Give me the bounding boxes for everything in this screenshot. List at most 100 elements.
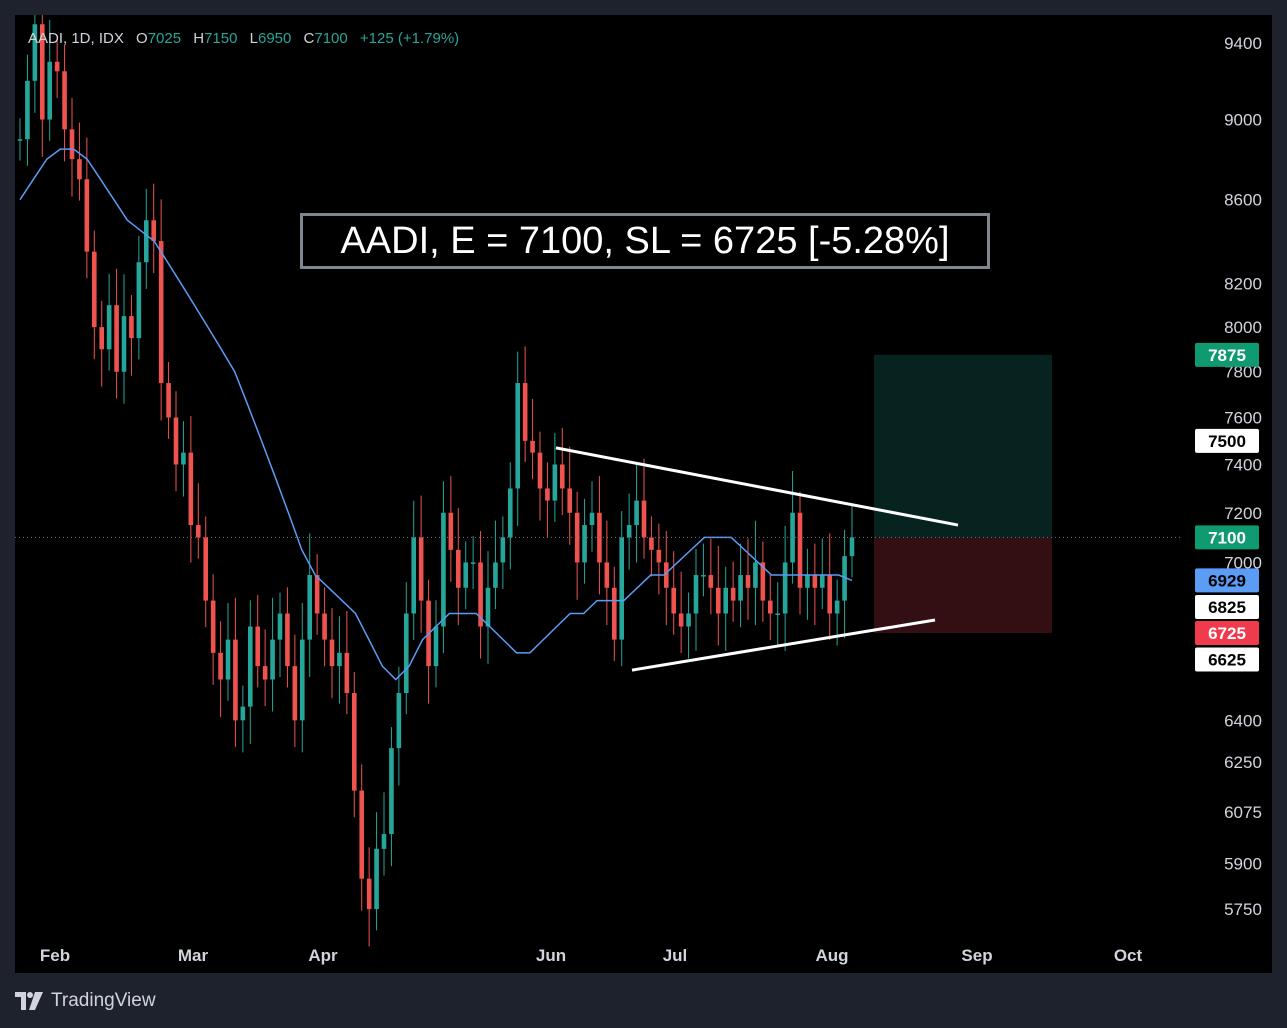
y-tick-label: 7800 [1224, 363, 1262, 382]
candle-body [54, 61, 60, 72]
candle-body [701, 575, 706, 577]
y-tick-label: 7000 [1224, 553, 1262, 572]
candle-body [389, 748, 394, 835]
candle-body [656, 549, 662, 563]
candle-body [106, 305, 112, 350]
legend-close-value: 7100 [314, 30, 348, 47]
candle-body [745, 575, 751, 588]
candle-body [158, 241, 164, 384]
candle-body [433, 626, 439, 667]
price-label-text: 7875 [1208, 346, 1246, 365]
y-tick-label: 6250 [1224, 753, 1262, 772]
candle-body [218, 652, 223, 680]
candle-body [359, 790, 365, 879]
upper-trendline [555, 446, 959, 527]
price-label-text: 7500 [1208, 432, 1246, 451]
footer-brand[interactable]: TradingView [51, 990, 156, 1011]
candle-body [775, 613, 781, 616]
price-label-tag [1195, 568, 1259, 593]
y-tick-label: 7600 [1224, 408, 1262, 427]
y-tick-label: 9400 [1224, 34, 1262, 53]
candle-body [663, 562, 669, 588]
legend-change: +125 (+1.79%) [359, 30, 460, 47]
candle-body [17, 139, 23, 141]
candle-body [374, 848, 379, 910]
candle-body [767, 600, 773, 614]
candle-body [121, 316, 127, 372]
candle-body [507, 488, 513, 538]
chart-legend: AADI, 1D, IDX O7025 H7150 L6950 C7100 +1… [28, 30, 459, 47]
y-tick-label: 5750 [1224, 900, 1262, 919]
candle-body [255, 626, 261, 667]
candle-body [270, 639, 275, 680]
candlestick-chart[interactable]: 9400 9000 8600 8200 8000 7800 7600 7400 7200 7000… [15, 15, 1272, 973]
candle-body [730, 587, 736, 601]
candle-body [552, 464, 558, 501]
candle-body [69, 129, 75, 160]
candle-body [797, 512, 803, 588]
moving-average-line [19, 148, 853, 681]
candle-body [225, 639, 231, 680]
candle-body [91, 251, 97, 328]
candle-body [470, 562, 476, 564]
candle-body [686, 613, 691, 627]
legend-open-value: 7025 [147, 30, 182, 47]
candle-body [849, 537, 855, 557]
price-label-tag [1195, 595, 1259, 620]
candle-body [485, 587, 491, 627]
y-tick-label: 7400 [1224, 455, 1262, 474]
candle-body [99, 327, 105, 350]
candle-body [678, 613, 684, 627]
candle-body [329, 639, 335, 667]
candle-body [760, 562, 766, 601]
candle-body [604, 562, 610, 588]
price-label-text: 6825 [1208, 598, 1246, 617]
price-label-tag [1195, 647, 1259, 672]
legend-high-value: 7150 [204, 30, 238, 47]
candle-body [403, 613, 409, 694]
candle-body [351, 693, 357, 791]
y-tick-label: 8600 [1224, 191, 1262, 210]
trade-annotation-text: AADI, E = 7100, SL = 6725 [-5.28%] [340, 219, 950, 262]
candle-body [62, 71, 67, 130]
candle-body [32, 24, 38, 81]
candle-body [314, 575, 320, 614]
candle-body [411, 537, 417, 614]
candle-body [812, 575, 818, 588]
candle-body [641, 500, 647, 538]
candle-body [292, 666, 298, 721]
candle-body [827, 575, 833, 614]
x-tick-label: Aug [815, 946, 848, 965]
candle-body [166, 383, 171, 418]
y-tick-label: 5900 [1224, 855, 1262, 874]
chart-area[interactable]: 9400 9000 8600 8200 8000 7800 7600 7400 7200 7000… [15, 15, 1272, 973]
candle-body [285, 613, 290, 667]
candle-body [143, 220, 149, 263]
price-label-tag [1195, 428, 1259, 453]
candle-body [84, 179, 90, 252]
stop-loss-zone [874, 537, 1052, 634]
lower-trendline [631, 618, 936, 672]
price-label-tag [1195, 342, 1259, 367]
candle-body [396, 693, 402, 749]
price-label-text: 6929 [1208, 571, 1246, 590]
candle-body [151, 220, 157, 242]
candle-body [753, 562, 758, 588]
candle-body [559, 464, 565, 489]
y-tick-label: 6075 [1224, 803, 1262, 822]
candle-body [545, 488, 550, 501]
tradingview-logo-icon [15, 992, 43, 1010]
candle-body [626, 525, 632, 538]
candle-body [522, 383, 528, 441]
x-tick-label: Mar [178, 946, 209, 965]
candle-body [582, 525, 587, 563]
candle-body [478, 562, 483, 627]
price-label-text: 7100 [1208, 528, 1246, 547]
candle-body [203, 537, 209, 601]
candle-body [39, 24, 45, 120]
candle-body [500, 537, 506, 563]
x-tick-label: Feb [40, 946, 70, 965]
candle-body [515, 383, 521, 489]
candle-body [463, 562, 469, 588]
trade-annotation-box[interactable]: AADI, E = 7100, SL = 6725 [-5.28%] [300, 213, 990, 269]
